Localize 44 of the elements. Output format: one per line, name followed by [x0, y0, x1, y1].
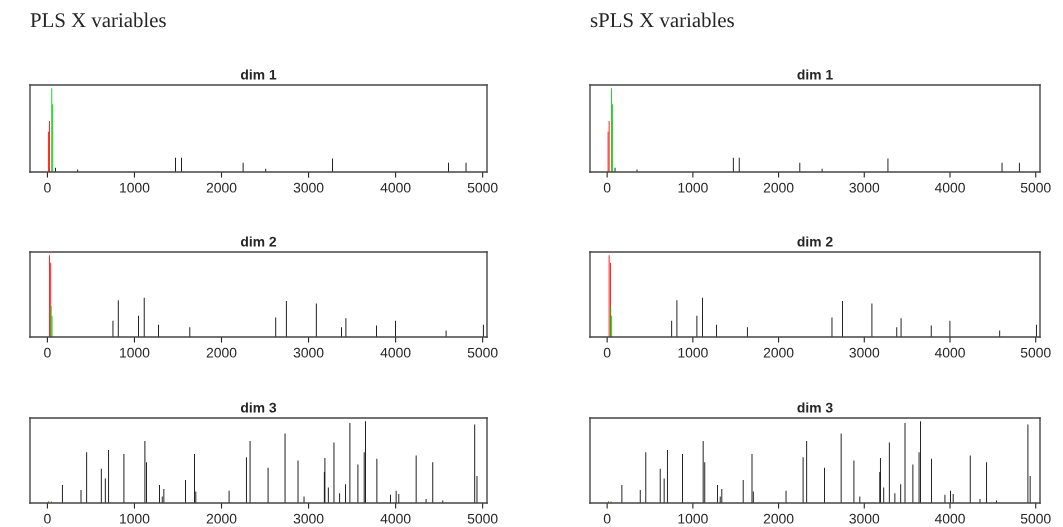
x-tick-label: 0: [603, 513, 611, 524]
x-tick-label: 1000: [678, 347, 708, 358]
x-tick-label: 0: [44, 182, 51, 193]
x-tick-label: 5000: [467, 182, 498, 193]
chart-subtitle: dim 1: [240, 69, 277, 80]
x-tick-label: 1000: [120, 513, 150, 524]
chart-title: dim 3: [240, 402, 277, 413]
x-tick-label: 2000: [206, 182, 237, 193]
x-tick-label: 4000: [934, 513, 965, 524]
x-tick-label: 0: [603, 182, 611, 193]
x-tick-label: 4000: [380, 347, 411, 358]
chart-title: PLS X variables: [30, 12, 166, 28]
chart-title: dim 2: [797, 236, 833, 247]
chart-title: sPLS X variables: [590, 12, 734, 28]
x-tick-label: 2000: [763, 182, 794, 193]
x-tick-label: 0: [603, 347, 611, 358]
x-tick-label: 0: [44, 347, 51, 358]
x-tick-label: 4000: [934, 347, 965, 358]
x-tick-label: 5000: [1020, 182, 1051, 193]
chart-title: dim 3: [797, 402, 833, 413]
x-tick-label: 5000: [1020, 513, 1051, 524]
x-tick-label: 3000: [293, 347, 324, 358]
x-tick-label: 3000: [849, 347, 880, 358]
x-tick-label: 1000: [678, 182, 708, 193]
x-tick-label: 1000: [120, 347, 150, 358]
x-tick-label: 5000: [467, 513, 498, 524]
x-tick-label: 2000: [206, 513, 237, 524]
x-tick-label: 4000: [380, 513, 411, 524]
x-tick-label: 2000: [206, 347, 237, 358]
x-tick-label: 0: [44, 513, 51, 524]
x-tick-label: 1000: [678, 513, 708, 524]
chart-subtitle: dim 1: [797, 69, 833, 80]
x-tick-label: 4000: [934, 182, 965, 193]
x-tick-label: 3000: [293, 513, 324, 524]
x-tick-label: 2000: [763, 347, 794, 358]
chart-title: dim 2: [240, 236, 277, 247]
x-tick-label: 1000: [120, 182, 150, 193]
x-tick-label: 5000: [1020, 347, 1051, 358]
x-tick-label: 2000: [763, 513, 794, 524]
x-tick-label: 3000: [849, 182, 880, 193]
x-tick-label: 3000: [293, 182, 324, 193]
x-tick-label: 5000: [467, 347, 498, 358]
x-tick-label: 3000: [849, 513, 880, 524]
x-tick-label: 4000: [380, 182, 411, 193]
